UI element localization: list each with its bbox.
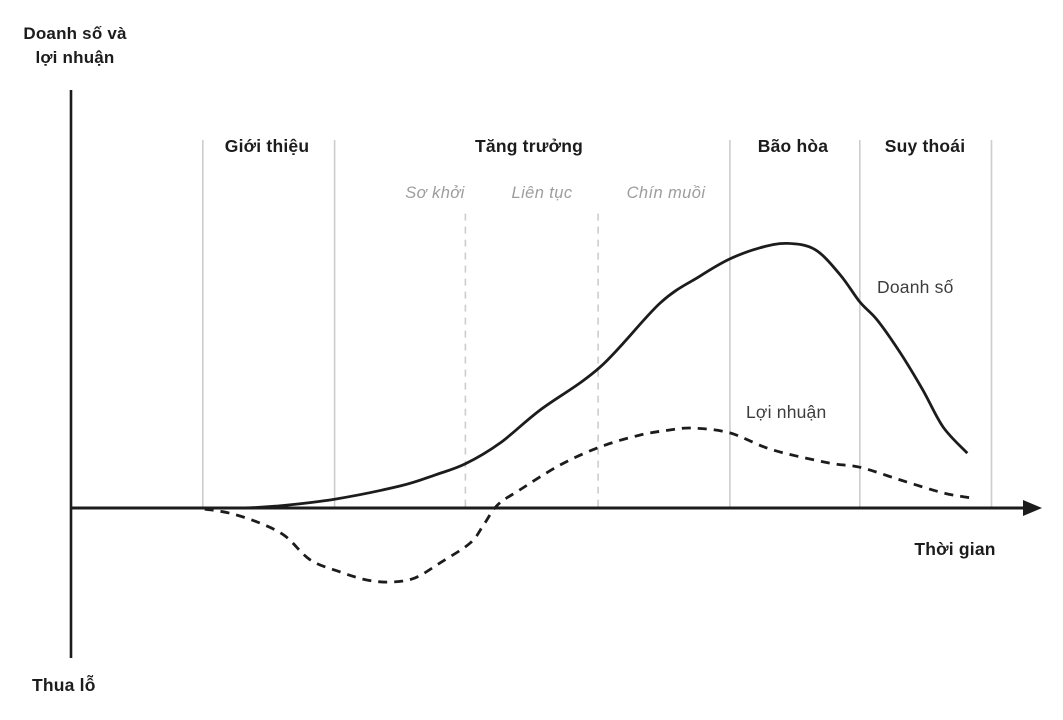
sub-phase-label-initial: Sơ khởi (405, 184, 465, 202)
phase-label-decline: Suy thoái (884, 136, 966, 156)
y-axis-label-line1: Doanh số và (23, 24, 127, 43)
phase-label-growth: Tăng trưởng (475, 136, 583, 156)
y-axis-label-line2: lợi nhuận (35, 47, 115, 67)
y-axis-label: Doanh số và lợi nhuận (0, 22, 150, 70)
sub-phase-label-continuous: Liên tục (511, 184, 573, 202)
phase-label-maturity: Bão hòa (757, 136, 829, 156)
sub-phase-label-mature: Chín muồi (626, 184, 706, 202)
sales-curve-label: Doanh số (877, 277, 954, 297)
sales-curve (204, 241, 969, 510)
profit-curve (204, 426, 973, 584)
profit-curve-label: Lợi nhuận (746, 402, 827, 422)
x-axis-arrowhead-icon (1023, 500, 1042, 516)
loss-label: Thua lỗ (32, 675, 96, 695)
x-axis-label: Thời gian (914, 539, 996, 559)
phase-label-introduction: Giới thiệu (224, 136, 310, 156)
